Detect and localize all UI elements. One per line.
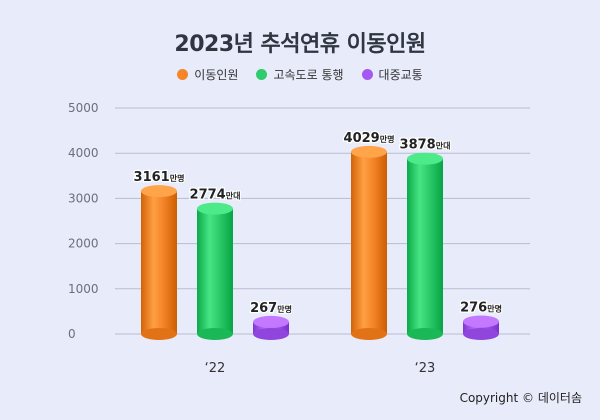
value-label-1-0: 4029만명 xyxy=(344,131,395,146)
bar-1-0 xyxy=(351,145,387,340)
bar-top-0-1 xyxy=(197,202,233,215)
chart-title: 2023년 추석연휴 이동인원 xyxy=(174,32,426,57)
legend-dot-1 xyxy=(256,69,268,80)
bar-body-0-1 xyxy=(197,208,233,334)
y-tick-label-0: 0 xyxy=(68,327,76,341)
value-label-0-2: 267만명 xyxy=(250,301,292,316)
value-label-0-0: 3161만명 xyxy=(134,170,185,185)
y-tick-label-2: 2000 xyxy=(68,237,99,251)
value-label-1-2: 276만명 xyxy=(460,301,502,316)
bar-body-1-1 xyxy=(407,158,443,334)
bar-top-1-2 xyxy=(463,315,499,328)
legend: 이동인원 고속도로 통행 대중교통 xyxy=(0,66,600,83)
bar-bottom-0-1 xyxy=(197,328,233,340)
legend-label-0: 이동인원 xyxy=(194,68,239,82)
legend-label-1: 고속도로 통행 xyxy=(273,68,344,82)
bar-bottom-0-2 xyxy=(253,328,289,340)
legend-dot-2 xyxy=(361,69,373,80)
value-label-0-1: 2774만대 xyxy=(190,188,241,203)
bar-top-1-0 xyxy=(351,145,387,158)
legend-dot-0 xyxy=(177,69,189,80)
y-tick-label-1: 1000 xyxy=(68,282,99,296)
legend-item-2: 대중교통 xyxy=(361,66,423,83)
bar-1-1 xyxy=(407,152,443,340)
value-label-1-1: 3878만대 xyxy=(400,138,451,153)
bar-bottom-1-2 xyxy=(463,328,499,340)
legend-label-2: 대중교통 xyxy=(378,68,423,82)
legend-item-1: 고속도로 통행 xyxy=(256,66,344,83)
bar-1-2 xyxy=(463,315,499,340)
x-tick-label-1: ‘23 xyxy=(415,361,436,376)
bar-body-1-0 xyxy=(351,151,387,334)
bar-top-0-2 xyxy=(253,315,289,328)
bar-bottom-1-1 xyxy=(407,328,443,340)
bar-body-0-0 xyxy=(141,191,177,334)
x-tick-label-0: ‘22 xyxy=(205,361,226,376)
bar-top-1-1 xyxy=(407,152,443,165)
y-tick-label-4: 4000 xyxy=(68,146,99,160)
bar-0-0 xyxy=(141,185,177,340)
bar-bottom-1-0 xyxy=(351,328,387,340)
bar-bottom-0-0 xyxy=(141,328,177,340)
y-tick-label-3: 3000 xyxy=(68,191,99,205)
bar-top-0-0 xyxy=(141,185,177,198)
y-tick-label-5: 5000 xyxy=(68,101,99,115)
bar-0-1 xyxy=(197,202,233,340)
copyright-text: Copyright © 데이터솜 xyxy=(459,391,582,405)
legend-item-0: 이동인원 xyxy=(177,66,238,83)
bar-0-2 xyxy=(253,315,289,340)
